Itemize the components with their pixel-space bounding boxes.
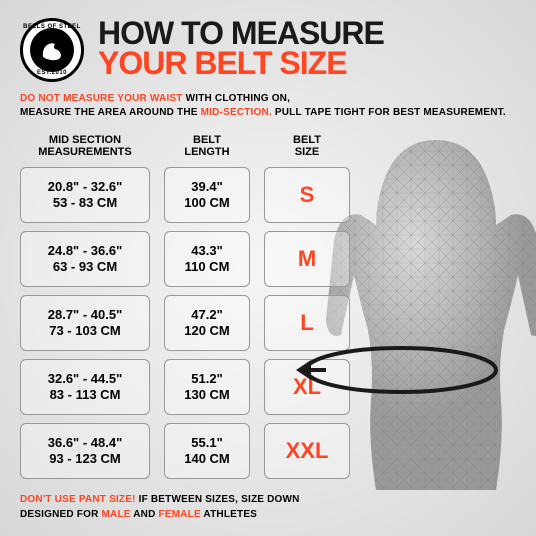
- table-cell: 36.6" - 48.4"93 - 123 CM: [20, 423, 150, 479]
- logo-bottom-text: EST.2010: [37, 70, 67, 76]
- table-cell: 39.4"100 CM: [164, 167, 250, 223]
- table-cell: S: [264, 167, 350, 223]
- table-cell: 20.8" - 32.6"53 - 83 CM: [20, 167, 150, 223]
- page-title: HOW TO MEASURE YOUR BELT SIZE: [98, 18, 384, 79]
- footer-text: DON'T USE PANT SIZE! IF BETWEEN SIZES, S…: [20, 493, 300, 522]
- column-mid-section: MID SECTIONMEASUREMENTS 20.8" - 32.6"53 …: [20, 131, 150, 487]
- table-cell: 47.2"120 CM: [164, 295, 250, 351]
- measure-arrow-icon: [296, 340, 506, 400]
- col-header-size: BELTSIZE: [264, 131, 350, 161]
- table-cell: 51.2"130 CM: [164, 359, 250, 415]
- table-cell: 43.3"110 CM: [164, 231, 250, 287]
- col-header-len: BELTLENGTH: [164, 131, 250, 161]
- muscle-arm-icon: [30, 28, 74, 72]
- title-line-2: YOUR BELT SIZE: [98, 48, 384, 78]
- table-cell: 24.8" - 36.6"63 - 93 CM: [20, 231, 150, 287]
- col-header-mid: MID SECTIONMEASUREMENTS: [20, 131, 150, 161]
- column-belt-size: BELTSIZE S M L XL XXL: [264, 131, 350, 487]
- instruction-text: DO NOT MEASURE YOUR WAIST WITH CLOTHING …: [20, 92, 516, 119]
- logo-top-text: BELLS OF STEEL: [23, 24, 81, 30]
- table-cell: 32.6" - 44.5"83 - 113 CM: [20, 359, 150, 415]
- table-cell: XXL: [264, 423, 350, 479]
- brand-logo: BELLS OF STEEL EST.2010: [20, 18, 84, 82]
- table-cell: M: [264, 231, 350, 287]
- column-belt-length: BELTLENGTH 39.4"100 CM 43.3"110 CM 47.2"…: [164, 131, 250, 487]
- table-cell: 28.7" - 40.5"73 - 103 CM: [20, 295, 150, 351]
- table-cell: 55.1"140 CM: [164, 423, 250, 479]
- title-line-1: HOW TO MEASURE: [98, 18, 384, 48]
- header: BELLS OF STEEL EST.2010 HOW TO MEASURE Y…: [20, 18, 516, 82]
- size-table: MID SECTIONMEASUREMENTS 20.8" - 32.6"53 …: [20, 131, 516, 487]
